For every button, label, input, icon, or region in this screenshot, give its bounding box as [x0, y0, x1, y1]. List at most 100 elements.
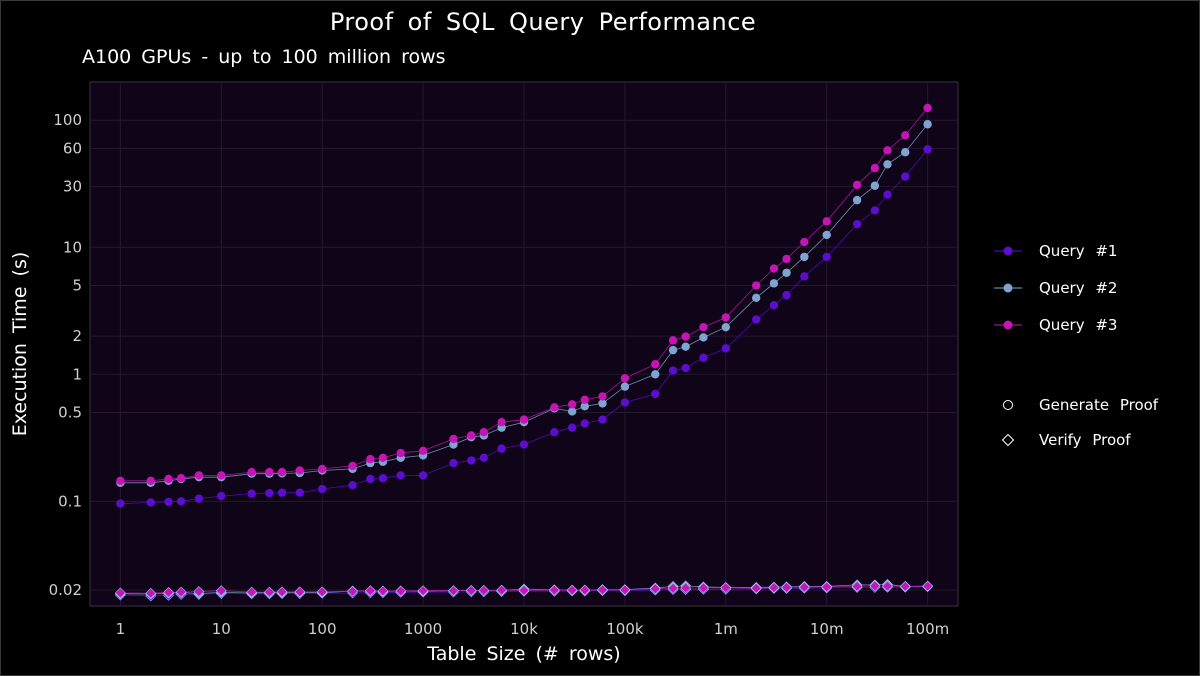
data-point-generate: [116, 499, 125, 508]
data-point-generate: [295, 488, 305, 497]
data-point-generate: [769, 279, 779, 288]
data-point-generate: [782, 254, 791, 264]
data-point-generate: [668, 366, 678, 375]
data-point-generate: [651, 389, 660, 399]
data-point-verify: [163, 586, 174, 598]
data-point-verify: [768, 582, 780, 594]
data-point-generate: [396, 448, 405, 458]
data-point-verify: [649, 583, 661, 595]
data-point-generate: [923, 145, 932, 154]
data-point-generate: [901, 131, 910, 140]
data-point-generate: [800, 252, 809, 262]
data-point-generate: [769, 300, 779, 310]
data-point-verify: [882, 580, 893, 592]
data-point-generate: [852, 219, 862, 229]
gridlines: [90, 82, 958, 606]
data-point-generate: [217, 471, 226, 480]
data-point-verify: [347, 585, 358, 597]
data-point-verify: [448, 585, 459, 597]
y-tick-label: 0.1: [58, 492, 82, 510]
data-point-generate: [519, 415, 529, 424]
data-point-verify: [364, 585, 376, 597]
data-point-generate: [721, 344, 731, 353]
x-tick-labels: 1 10 100 1000 10k 100k 1m 10m 100m: [116, 620, 950, 638]
data-point-verify: [922, 580, 934, 592]
data-point-generate: [782, 268, 791, 277]
data-point-generate: [164, 474, 173, 484]
data-point-generate: [497, 417, 506, 427]
x-tick-label: 100: [308, 620, 337, 638]
data-point-generate: [467, 431, 476, 440]
y-tick-label: 60: [63, 139, 82, 157]
data-point-generate: [721, 313, 731, 322]
data-point-generate: [751, 315, 761, 324]
data-point-generate: [620, 382, 630, 391]
data-point-generate: [265, 467, 274, 477]
data-point-verify: [680, 582, 692, 594]
data-point-generate: [699, 353, 708, 362]
data-point-verify: [548, 584, 560, 596]
data-point-verify: [667, 582, 679, 594]
data-point-generate: [782, 290, 791, 300]
chart-title: Proof of SQL Query Performance: [329, 8, 757, 36]
y-tick-label: 10: [63, 238, 82, 256]
data-point-verify: [579, 584, 591, 596]
data-point-generate: [901, 172, 910, 181]
data-point-generate: [852, 180, 862, 190]
data-point-verify: [316, 586, 328, 598]
y-tick-label: 2: [72, 327, 82, 345]
chart-subtitle: A100 GPUs - up to 100 million rows: [82, 46, 446, 68]
legend: Query #1 Query #2 Query #3 Generate Proof Ve…: [994, 242, 1159, 449]
data-point-generate: [467, 456, 476, 465]
x-tick-label: 100k: [606, 620, 644, 638]
y-axis-label: Execution Time (s): [9, 252, 31, 437]
data-point-generate: [580, 419, 589, 428]
x-tick-label: 10m: [810, 620, 844, 638]
data-point-generate: [277, 488, 287, 497]
data-point-generate: [923, 120, 932, 129]
data-point-generate: [699, 322, 708, 332]
data-point-generate: [567, 423, 577, 432]
data-point-verify: [566, 584, 578, 596]
legend-shape-circle: [1003, 400, 1013, 410]
data-point-generate: [519, 440, 529, 449]
data-point-generate: [681, 363, 690, 373]
data-point-verify: [478, 584, 490, 596]
data-point-verify: [851, 580, 863, 592]
data-point-generate: [668, 336, 678, 345]
data-point-verify: [821, 581, 833, 593]
data-point-verify: [294, 586, 306, 598]
data-point-generate: [449, 434, 458, 444]
data-point-generate: [449, 458, 458, 468]
data-point-verify: [798, 581, 810, 593]
legend-shape-label: Generate Proof: [1039, 396, 1159, 414]
data-point-verify: [114, 587, 126, 599]
data-point-verify: [246, 586, 258, 598]
data-point-generate: [479, 453, 489, 463]
data-point-verify: [750, 582, 762, 594]
data-point-verify: [597, 584, 608, 596]
data-point-generate: [366, 474, 375, 484]
data-point-generate: [870, 206, 880, 215]
data-point-generate: [567, 407, 577, 416]
x-tick-label: 100m: [906, 620, 949, 638]
x-tick-label: 10: [212, 620, 231, 638]
data-point-verify: [377, 585, 389, 597]
data-point-verify: [465, 584, 477, 596]
data-point-generate: [870, 163, 880, 173]
legend-label: Query #1: [1039, 242, 1117, 260]
data-point-generate: [620, 398, 630, 407]
data-point-generate: [751, 293, 761, 303]
data-point-generate: [348, 480, 357, 490]
data-point-generate: [822, 252, 831, 262]
data-points: [114, 103, 934, 602]
data-point-generate: [176, 497, 186, 506]
legend-shape-diamond: [1001, 433, 1015, 447]
data-point-verify: [276, 586, 288, 598]
data-point-verify: [619, 584, 631, 596]
data-point-generate: [681, 342, 690, 351]
data-point-generate: [396, 471, 405, 480]
data-point-verify: [720, 582, 732, 594]
data-point-generate: [479, 428, 489, 437]
